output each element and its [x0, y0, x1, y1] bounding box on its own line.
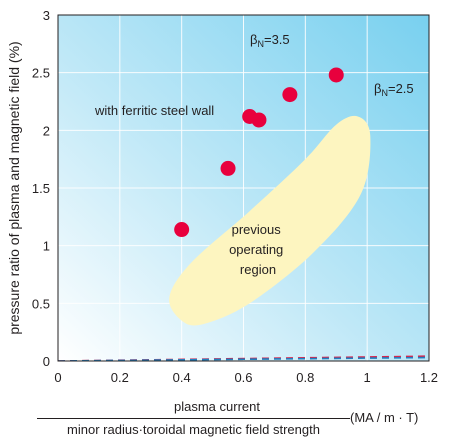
region-label-line-3: region [240, 262, 276, 277]
y-tick-label-4: 2 [43, 123, 50, 138]
y-axis-label: pressure ratio of plasma and magnetic fi… [6, 41, 22, 334]
region-label: previous operating region [229, 222, 287, 277]
region-label-line-2: operating [229, 242, 283, 257]
line-label-beta-2-5-symbol: β [374, 81, 381, 96]
data-point-4 [282, 87, 298, 103]
data-point-5 [328, 67, 344, 83]
y-tick-label-6: 3 [43, 8, 50, 23]
line-label-beta-2-5: βN=2.5 [374, 81, 414, 98]
beta-line-2.5 [58, 356, 429, 361]
line-label-beta-2-5-subscript: N [381, 88, 388, 98]
x-axis-label-numerator: plasma current [174, 399, 260, 414]
series-label: with ferritic steel wall [94, 103, 214, 118]
x-axis-unit: (MA / m · T) [350, 410, 419, 425]
line-label-beta-3-5-value: =3.5 [264, 32, 290, 47]
x-tick-label-2: 0.4 [173, 370, 191, 385]
y-tick-label-5: 2.5 [32, 66, 50, 81]
x-tick-label-1: 0.2 [111, 370, 129, 385]
data-point-1 [220, 160, 236, 176]
x-tick-label-5: 1 [364, 370, 371, 385]
x-tick-label-3: 0.6 [234, 370, 252, 385]
x-tick-label-4: 0.8 [296, 370, 314, 385]
line-label-beta-3-5: βN=3.5 [250, 32, 290, 49]
line-label-beta-3-5-symbol: β [250, 32, 257, 47]
y-tick-label-0: 0 [43, 354, 50, 369]
data-point-3 [251, 112, 267, 128]
line-label-beta-2-5-value: =2.5 [388, 81, 414, 96]
x-tick-label-6: 1.2 [420, 370, 438, 385]
data-point-0 [174, 222, 190, 238]
y-tick-label-3: 1.5 [32, 181, 50, 196]
region-label-line-1: previous [232, 222, 282, 237]
x-axis-label-denominator: minor radius·toroidal magnetic field str… [67, 422, 320, 437]
y-tick-label-1: 0.5 [32, 296, 50, 311]
y-tick-label-2: 1 [43, 239, 50, 254]
line-label-beta-3-5-subscript: N [257, 39, 264, 49]
plot-frame [57, 14, 430, 362]
previous-operating-region [169, 115, 371, 326]
x-axis-fraction-line [37, 418, 350, 419]
x-tick-label-0: 0 [54, 370, 61, 385]
